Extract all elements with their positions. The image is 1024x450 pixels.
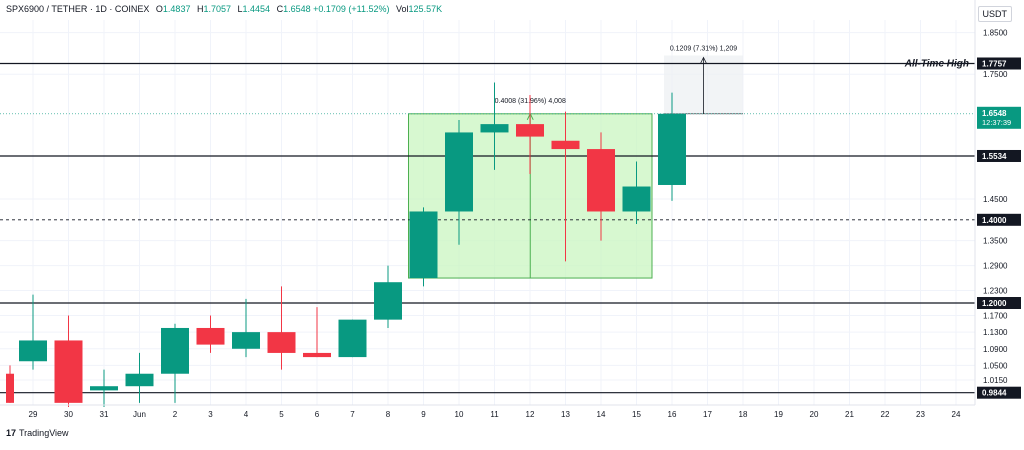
candle-body-down [54, 340, 83, 403]
time-tick-label: 13 [561, 410, 570, 419]
time-tick-label: Jun [133, 410, 146, 419]
brand-name: TradingView [19, 428, 69, 438]
time-tick-label: 31 [100, 410, 109, 419]
price-level-badge [977, 149, 1021, 162]
tradingview-logo-icon: 17 [6, 428, 17, 438]
low-label: L [237, 4, 243, 14]
last-price-badge [977, 106, 1021, 129]
time-tick-label: 5 [279, 410, 284, 419]
tradingview-brand[interactable]: 17 TradingView [6, 428, 69, 438]
time-tick-label: 3 [208, 410, 213, 419]
time-tick-label: 10 [455, 410, 464, 419]
price-levels: 1.7757 All-Time High 1.5534 1.4000 1.2000 0.9… [0, 57, 1021, 399]
candle-body-down [551, 140, 580, 150]
time-tick-label: 29 [29, 410, 38, 419]
time-tick-label: 20 [810, 410, 819, 419]
price-tick-label: 1.0150 [983, 376, 1008, 385]
candle-body-up [374, 282, 402, 320]
price-level-badge [977, 297, 1021, 310]
price-level-badge [977, 57, 1021, 70]
high-label: H [196, 4, 204, 14]
all-time-high-annotation: All-Time High [904, 59, 969, 70]
candle-body-up [161, 327, 189, 374]
candle-body-down [303, 352, 331, 358]
ohlc-legend: SPX6900 / TETHER · 1D · COINEX O1.4837 H… [6, 4, 442, 14]
price-axis: 1.8500 1.7500 1.4500 1.3500 1.2900 1.2300 1.17… [974, 0, 1008, 405]
candle-body-up [658, 113, 686, 185]
high-value: 1.7057 [203, 4, 231, 14]
time-tick-label: 24 [952, 410, 961, 419]
time-tick-label: 16 [668, 410, 677, 419]
price-tick-label: 1.0500 [983, 361, 1008, 370]
candle-body-down [196, 327, 225, 345]
candle-body-up [232, 332, 260, 349]
price-level-badge [977, 213, 1021, 226]
price-level-label: 1.7757 [982, 60, 1007, 69]
time-tick-label: 30 [64, 410, 73, 419]
time-tick-label: 22 [881, 410, 890, 419]
last-price-label: 1.6548 [982, 109, 1007, 118]
time-tick-label: 2 [173, 410, 178, 419]
time-tick-label: 8 [386, 410, 391, 419]
close-value: 1.6548 [283, 4, 311, 14]
price-tick-label: 1.0900 [983, 345, 1008, 354]
target-range-label: 0.1209 (7.31%) 1,209 [670, 46, 737, 53]
low-value: 1.4454 [242, 4, 271, 14]
price-tick-label: 1.3500 [983, 237, 1008, 246]
candle-body-up [622, 186, 651, 212]
time-tick-label: 6 [315, 410, 320, 419]
price-tick-label: 1.4500 [983, 195, 1008, 204]
candle-body-down [516, 124, 544, 137]
change-value: +0.1709 (+11.52%) [313, 4, 390, 14]
time-tick-label: 17 [703, 410, 712, 419]
time-tick-label: 11 [490, 410, 499, 419]
price-tick-label: 1.1700 [983, 311, 1008, 320]
close-label: C [276, 4, 284, 14]
time-tick-label: 4 [244, 410, 249, 419]
time-tick-label: 23 [916, 410, 925, 419]
open-label: O [155, 4, 163, 14]
candle-body-up [338, 319, 367, 358]
candles [6, 82, 686, 408]
currency-selector[interactable]: USDT [977, 6, 1012, 22]
candle-body-up [409, 211, 438, 279]
candle-body-up [90, 386, 118, 391]
time-tick-label: 15 [632, 410, 641, 419]
price-tick-label: 1.8500 [983, 29, 1008, 38]
price-tick-label: 1.2300 [983, 287, 1008, 296]
price-level-label: 1.2000 [982, 299, 1007, 308]
candle-body-up [125, 373, 154, 387]
candle-body-down [6, 373, 14, 403]
candle-timer-label: 12:37:39 [982, 118, 1011, 127]
price-tick-label: 1.2900 [983, 262, 1008, 271]
target-arrow-head [700, 56, 707, 64]
candle-body-down [267, 332, 296, 353]
candle-body-up [445, 132, 473, 212]
candle-body-up [480, 124, 509, 133]
price-level-label: 1.5534 [982, 152, 1007, 161]
candle-body-up [19, 340, 47, 362]
time-tick-label: 18 [739, 410, 748, 419]
time-tick-label: 9 [421, 410, 426, 419]
open-value: 1.4837 [162, 4, 191, 14]
symbol-title[interactable]: SPX6900 / TETHER · 1D · COINEX [6, 4, 150, 14]
volume-label: Vol [396, 4, 409, 14]
time-tick-label: 21 [845, 410, 854, 419]
time-tick-label: 19 [774, 410, 783, 419]
price-tick-label: 1.1300 [983, 328, 1008, 337]
time-axis: 29 30 31 Jun 2 3 4 5 6 7 8 9 10 11 12 13 14 15 16 17 18 19 20 2… [0, 404, 975, 419]
time-tick-label: 7 [350, 410, 355, 419]
volume-value: 125.57K [408, 4, 443, 14]
time-tick-label: 14 [597, 410, 606, 419]
price-level-label: 0.9844 [982, 389, 1007, 398]
candle-body-down [587, 149, 615, 212]
price-level-label: 1.4000 [982, 216, 1007, 225]
price-tick-label: 1.7500 [983, 70, 1008, 79]
time-tick-label: 12 [526, 410, 535, 419]
price-level-badge [977, 386, 1021, 399]
